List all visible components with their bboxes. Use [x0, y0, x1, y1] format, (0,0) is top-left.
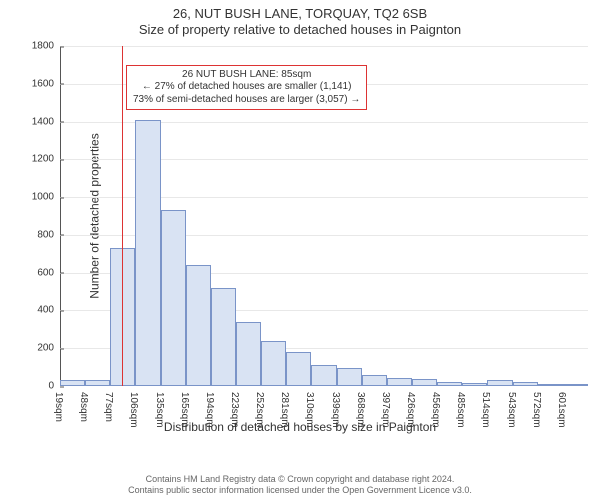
histogram-bar [60, 380, 85, 386]
footnote: Contains HM Land Registry data © Crown c… [0, 474, 600, 497]
y-tick: 200 [37, 343, 60, 354]
y-axis-label: Number of detached properties [88, 133, 102, 298]
annotation-box: 26 NUT BUSH LANE: 85sqm← 27% of detached… [126, 65, 367, 111]
y-tick: 1000 [32, 192, 60, 203]
histogram-bar [337, 368, 362, 386]
y-tick: 1200 [32, 154, 60, 165]
histogram-bar [261, 341, 286, 386]
footnote-line-2: Contains public sector information licen… [0, 485, 600, 496]
subtitle-line: Size of property relative to detached ho… [0, 22, 600, 38]
histogram-bar [437, 382, 462, 386]
address-line: 26, NUT BUSH LANE, TORQUAY, TQ2 6SB [0, 6, 600, 22]
x-axis-label: Distribution of detached houses by size … [0, 420, 600, 434]
y-tick: 1400 [32, 116, 60, 127]
annotation-line: ← 27% of detached houses are smaller (1,… [133, 81, 360, 94]
y-tick: 800 [37, 229, 60, 240]
histogram-bar [462, 383, 487, 386]
footnote-line-1: Contains HM Land Registry data © Crown c… [0, 474, 600, 485]
histogram-bar [135, 120, 160, 386]
histogram-bar [161, 210, 186, 386]
gridline [60, 46, 588, 47]
histogram-bar [85, 380, 110, 386]
histogram-bar [186, 265, 211, 386]
y-tick: 1600 [32, 78, 60, 89]
annotation-line: 73% of semi-detached houses are larger (… [133, 94, 360, 107]
x-tick: 77sqm [103, 392, 114, 422]
histogram-bar [538, 384, 563, 386]
histogram-bar [412, 379, 437, 386]
plot-area: Number of detached properties 0200400600… [60, 46, 588, 386]
x-tick: 48sqm [78, 392, 89, 422]
histogram-bar [563, 384, 588, 386]
y-tick: 600 [37, 267, 60, 278]
chart: Number of detached properties 0 200 400 600… [0, 40, 600, 440]
annotation-line: 26 NUT BUSH LANE: 85sqm [133, 69, 360, 82]
x-tick: 19sqm [53, 392, 64, 422]
histogram-bar [236, 322, 261, 386]
y-tick: 0 [48, 381, 60, 392]
histogram-bar [387, 378, 412, 387]
header: 26, NUT BUSH LANE, TORQUAY, TQ2 6SB Size… [0, 0, 600, 37]
y-tick: 400 [37, 305, 60, 316]
histogram-bar [513, 382, 538, 386]
histogram-bar [211, 288, 236, 386]
histogram-bar [487, 380, 512, 386]
histogram-bar [311, 365, 336, 386]
histogram-bar [286, 352, 311, 386]
marker-line [122, 46, 123, 386]
y-tick: 1800 [32, 41, 60, 52]
histogram-bar [362, 375, 387, 386]
